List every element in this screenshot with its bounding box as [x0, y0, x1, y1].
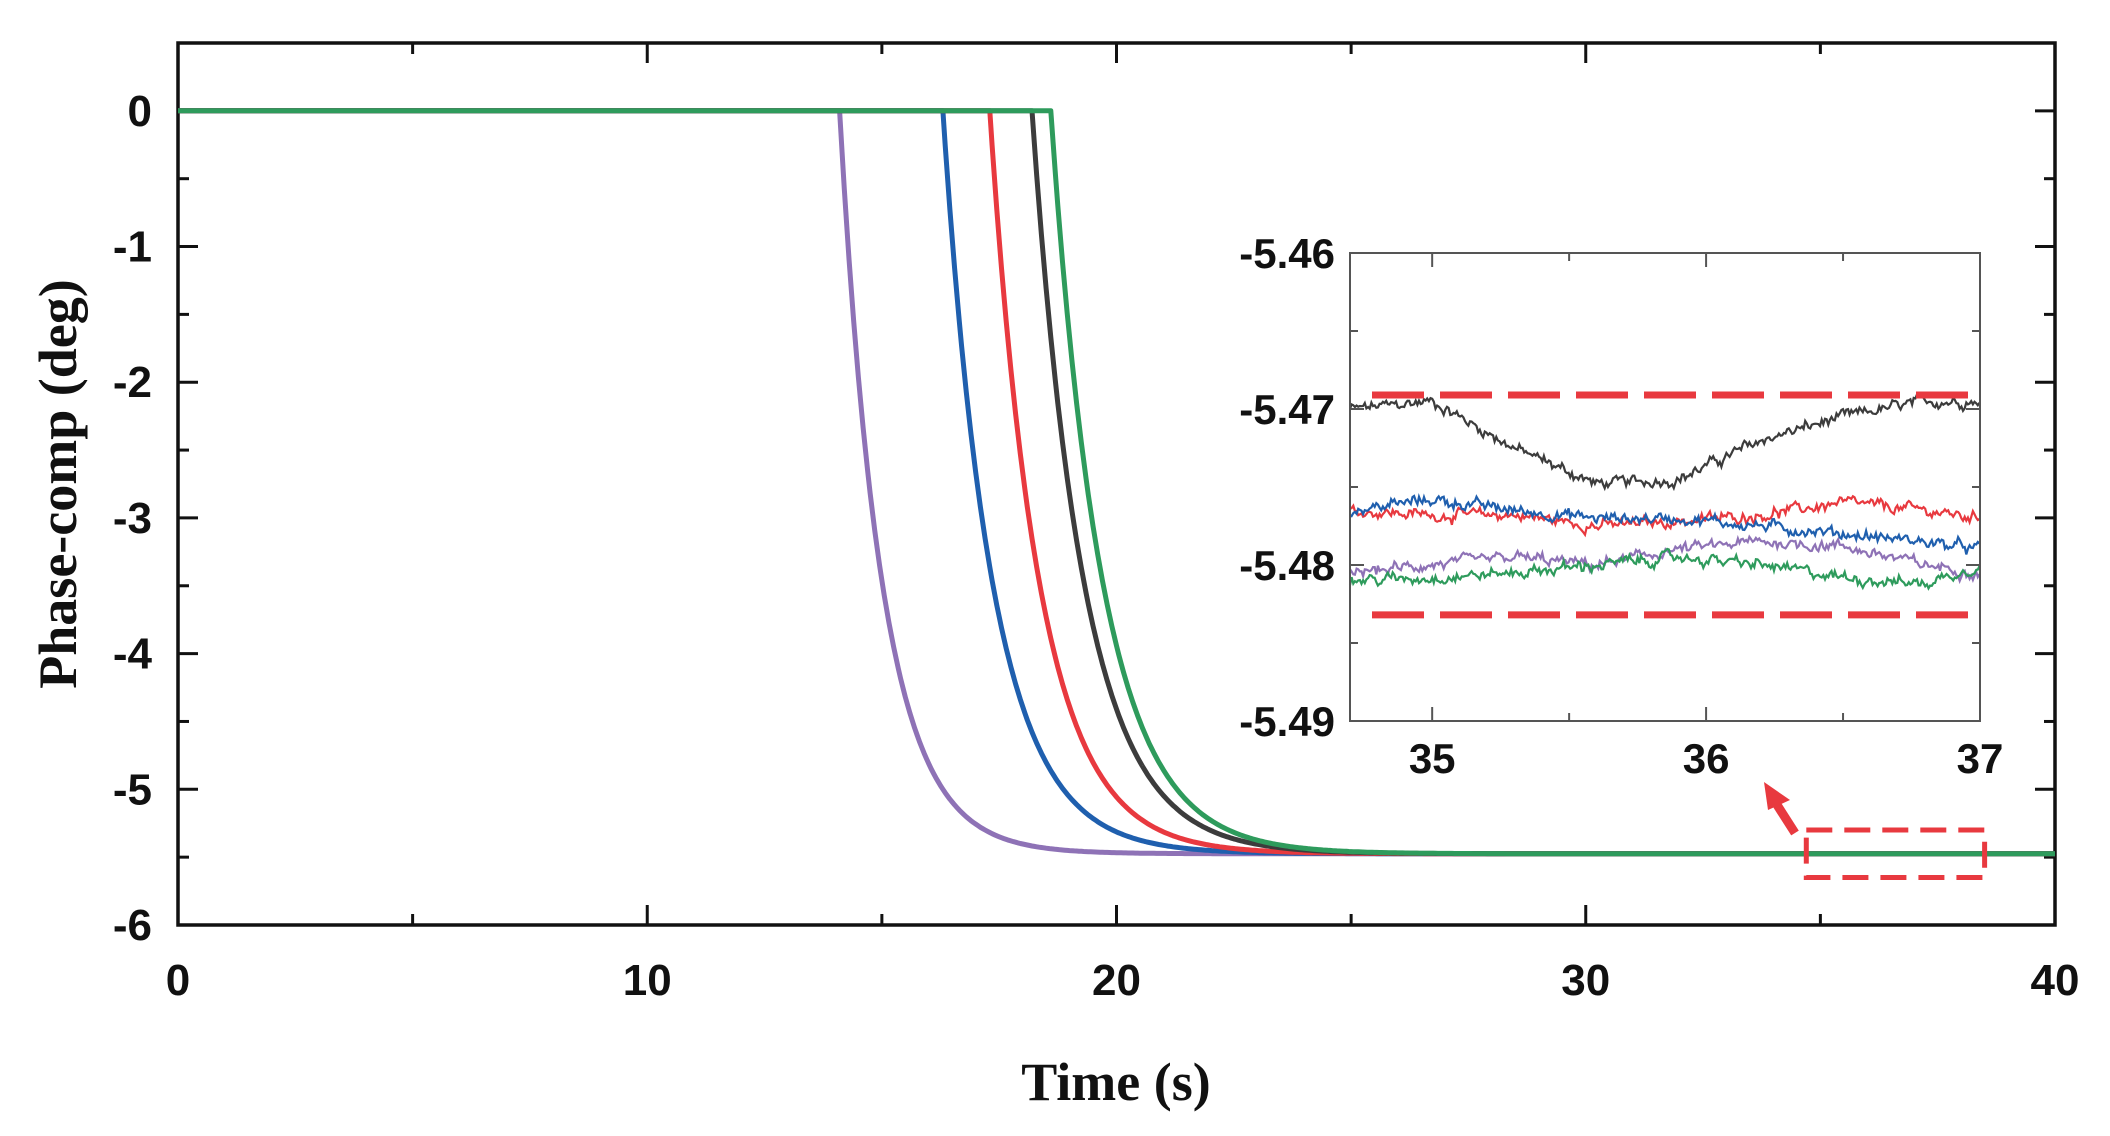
y-tick-label: -6	[113, 901, 152, 950]
inset-x-tick-label: 36	[1683, 735, 1730, 782]
y-tick-label: -1	[113, 223, 152, 272]
inset-x-tick-label: 37	[1957, 735, 2004, 782]
x-tick-label: 10	[623, 956, 672, 1005]
zoom-arrow	[1764, 782, 1799, 836]
inset-y-tick-label: -5.49	[1239, 698, 1335, 745]
y-tick-label: -3	[113, 494, 152, 543]
x-axis-title: Time (s)	[1021, 1052, 1210, 1112]
inset-series-line-green	[1348, 547, 1981, 591]
y-tick-label: 0	[128, 87, 152, 136]
main-ticks	[176, 43, 2057, 927]
inset-background	[1350, 253, 1980, 721]
x-tick-label: 40	[2031, 956, 2080, 1005]
zoom-region-box	[1803, 827, 1988, 881]
inset-series-line-red	[1349, 494, 1981, 538]
x-tick-label: 20	[1092, 956, 1141, 1005]
y-tick-label: -2	[113, 358, 152, 407]
main-tick-labels: 0 10 20 30 40 0 -1 -2 -3 -4 -5 -6	[113, 87, 2080, 1005]
inset-y-tick-label: -5.48	[1239, 542, 1335, 589]
inset-curves	[1348, 392, 1981, 591]
inset-series-line-blue	[1349, 493, 1981, 555]
inset-ticks	[1350, 252, 1981, 722]
x-tick-label: 30	[1561, 956, 1610, 1005]
y-tick-label: -4	[113, 630, 153, 679]
y-tick-label: -5	[113, 765, 152, 814]
x-tick-label: 0	[166, 956, 190, 1005]
y-axis-title: Phase-comp (deg)	[28, 279, 88, 688]
main-curves	[177, 108, 2056, 857]
inset-y-tick-label: -5.47	[1239, 386, 1335, 433]
inset-bound-lines	[1372, 391, 1980, 619]
series-line-green	[177, 108, 2056, 857]
inset-y-tick-label: -5.46	[1239, 230, 1335, 277]
inset-tick-labels: 35 36 37 -5.46 -5.47 -5.48 -5.49	[1239, 230, 2003, 782]
inset-series-line-black	[1348, 392, 1981, 492]
inset-x-tick-label: 35	[1409, 735, 1456, 782]
